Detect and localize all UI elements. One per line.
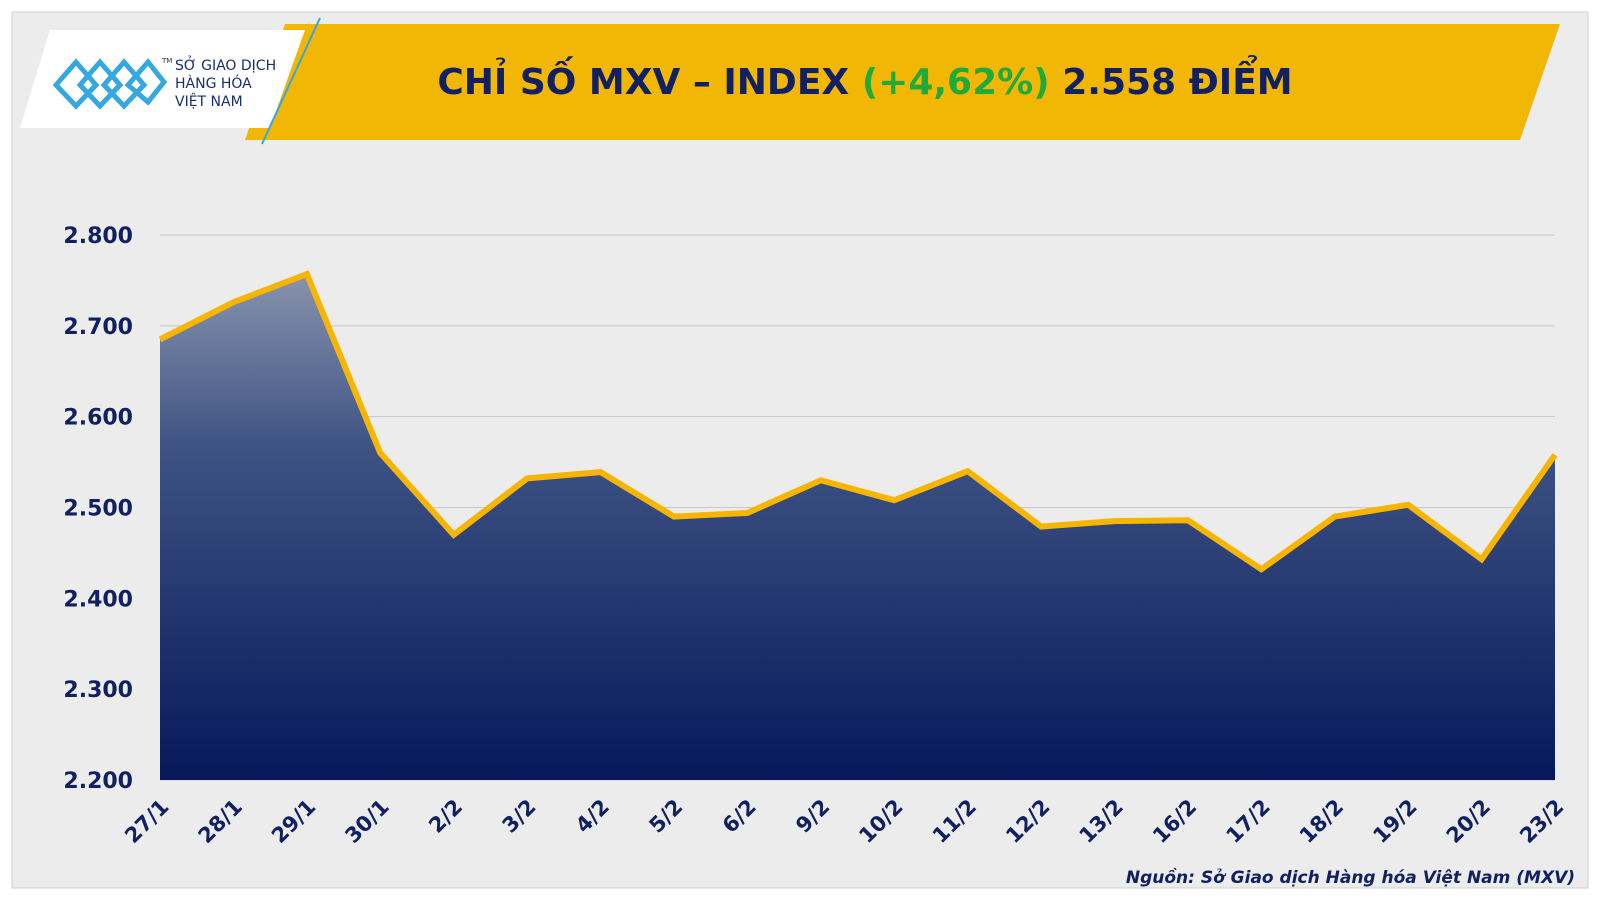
logo-icon xyxy=(52,58,168,110)
y-tick-label: 2.700 xyxy=(63,315,133,340)
logo-text: HÀNG HÓA xyxy=(175,74,252,92)
line xyxy=(158,270,1558,573)
y-tick-label: 2.200 xyxy=(63,769,133,794)
y-tick-label: 2.600 xyxy=(63,406,133,431)
logo-mark: TM xyxy=(161,57,172,65)
title-main: CHỈ SỐ MXV – INDEX xyxy=(437,56,849,103)
title-value: 2.558 ĐIỂM xyxy=(1062,55,1292,103)
y-tick-label: 2.500 xyxy=(63,497,133,522)
area-fill xyxy=(160,274,1555,780)
title-banner xyxy=(245,24,1560,140)
y-tick-label: 2.300 xyxy=(63,678,133,703)
chart-title: CHỈ SỐ MXV – INDEX (+4,62%) 2.558 ĐIỂM xyxy=(437,55,1292,103)
y-tick-label: 2.400 xyxy=(63,587,133,612)
source-note: Nguồn: Sở Giao dịch Hàng hóa Việt Nam (M… xyxy=(1126,867,1575,888)
logo-text: SỞ GIAO DỊCH xyxy=(175,55,276,74)
y-tick-label: 2.800 xyxy=(63,224,133,249)
title-change: (+4,62%) xyxy=(862,62,1050,103)
logo-accent xyxy=(261,17,321,145)
logo-text: VIỆT NAM xyxy=(175,92,243,110)
